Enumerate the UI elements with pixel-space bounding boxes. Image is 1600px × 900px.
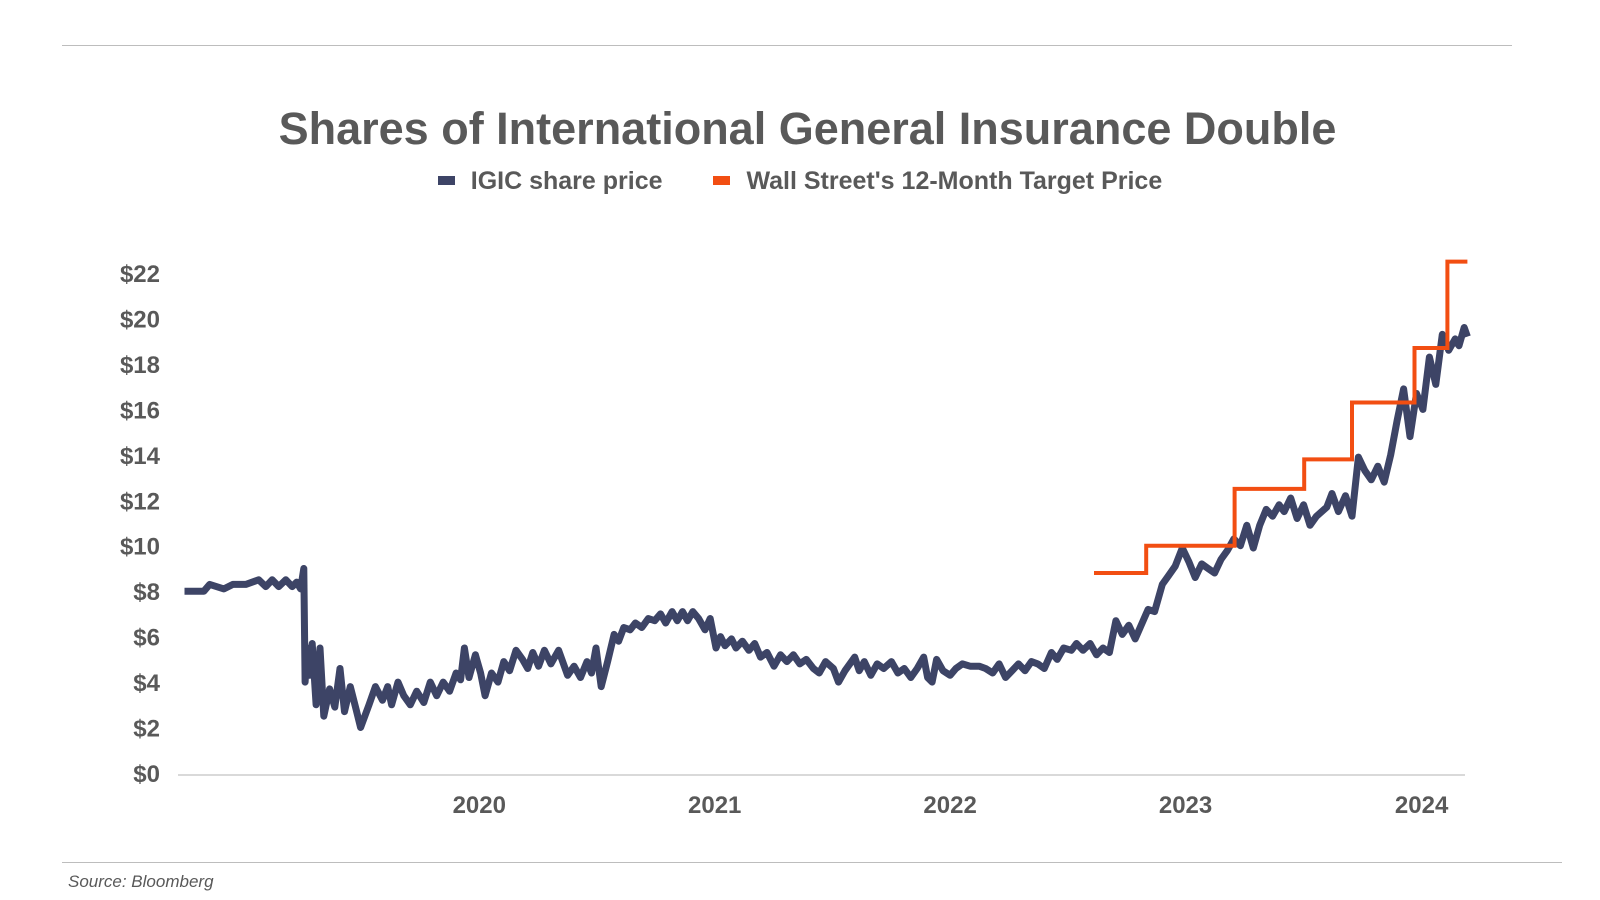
series-line-share-price xyxy=(184,324,1471,731)
chart-title: Shares of International General Insuranc… xyxy=(278,103,1337,154)
bottom-divider xyxy=(62,862,1562,863)
legend-item-target-price: Wall Street's 12-Month Target Price xyxy=(713,167,1162,196)
chart-legend: IGIC share price Wall Street's 12-Month … xyxy=(0,167,1600,196)
y-tick-label: $10 xyxy=(120,534,160,561)
legend-label-share-price: IGIC share price xyxy=(470,167,663,195)
legend-swatch-target-price xyxy=(713,175,731,185)
y-axis-ticks: $0 $2 $4 $6 $8 $10 $12 $14 $16 $18 $20 $22 xyxy=(120,261,161,788)
x-tick-label: 2021 xyxy=(688,792,741,819)
y-tick-label: $0 xyxy=(133,761,160,788)
x-tick-label: 2023 xyxy=(1159,792,1212,819)
top-divider xyxy=(62,45,1512,46)
y-tick-label: $18 xyxy=(120,352,160,379)
x-tick-label: 2024 xyxy=(1395,792,1449,819)
x-axis-ticks: 2020 2021 2022 2023 2024 xyxy=(453,792,1449,819)
legend-item-share-price: IGIC share price xyxy=(437,167,663,196)
y-tick-label: $4 xyxy=(133,670,160,697)
y-tick-label: $20 xyxy=(120,306,160,333)
y-tick-label: $16 xyxy=(120,397,160,424)
series-layer xyxy=(184,259,1471,731)
y-tick-label: $2 xyxy=(133,716,160,743)
x-tick-label: 2022 xyxy=(923,792,976,819)
y-tick-label: $8 xyxy=(133,579,160,606)
legend-swatch-share-price xyxy=(437,175,455,185)
series-line-target-price xyxy=(1094,259,1468,575)
y-tick-label: $22 xyxy=(120,261,160,288)
legend-label-target-price: Wall Street's 12-Month Target Price xyxy=(746,167,1163,195)
y-tick-label: $14 xyxy=(120,443,161,470)
y-tick-label: $12 xyxy=(120,488,160,515)
x-tick-label: 2020 xyxy=(453,792,506,819)
source-note: Source: Bloomberg xyxy=(68,872,214,891)
y-tick-label: $6 xyxy=(133,625,160,652)
